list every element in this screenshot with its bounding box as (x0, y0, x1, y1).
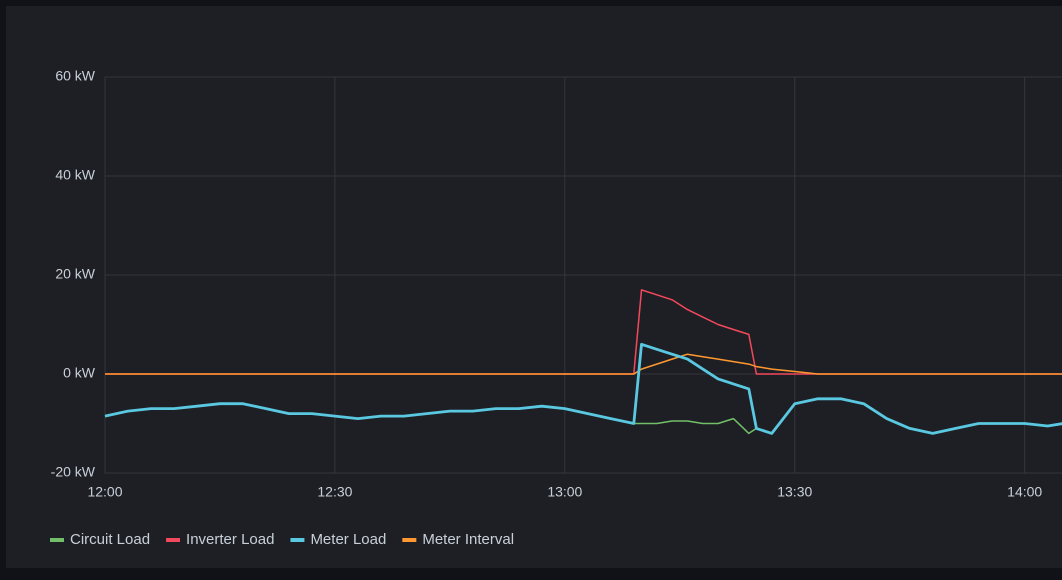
y-tick-label: 60 kW (55, 68, 95, 84)
x-tick-label: 12:30 (317, 484, 352, 500)
x-tick-label: 13:00 (547, 484, 582, 500)
legend: Circuit Load Inverter Load Meter Load Meter… (50, 531, 514, 548)
x-tick-label: 14:00 (1007, 484, 1042, 500)
legend-label: Meter Load (310, 531, 386, 548)
legend-label: Meter Interval (422, 531, 514, 548)
series-line (105, 353, 1062, 375)
legend-label: Inverter Load (186, 531, 274, 548)
panel (6, 6, 1062, 568)
series-line (104, 342, 1062, 435)
x-tick-label: 12:00 (87, 484, 122, 500)
legend-label: Circuit Load (70, 531, 150, 548)
x-tick-label: 13:30 (777, 484, 812, 500)
y-tick-label: 40 kW (55, 167, 95, 183)
y-tick-label: 0 kW (63, 365, 96, 381)
y-tick-label: 20 kW (55, 266, 95, 282)
y-tick-label: -20 kW (51, 464, 96, 480)
